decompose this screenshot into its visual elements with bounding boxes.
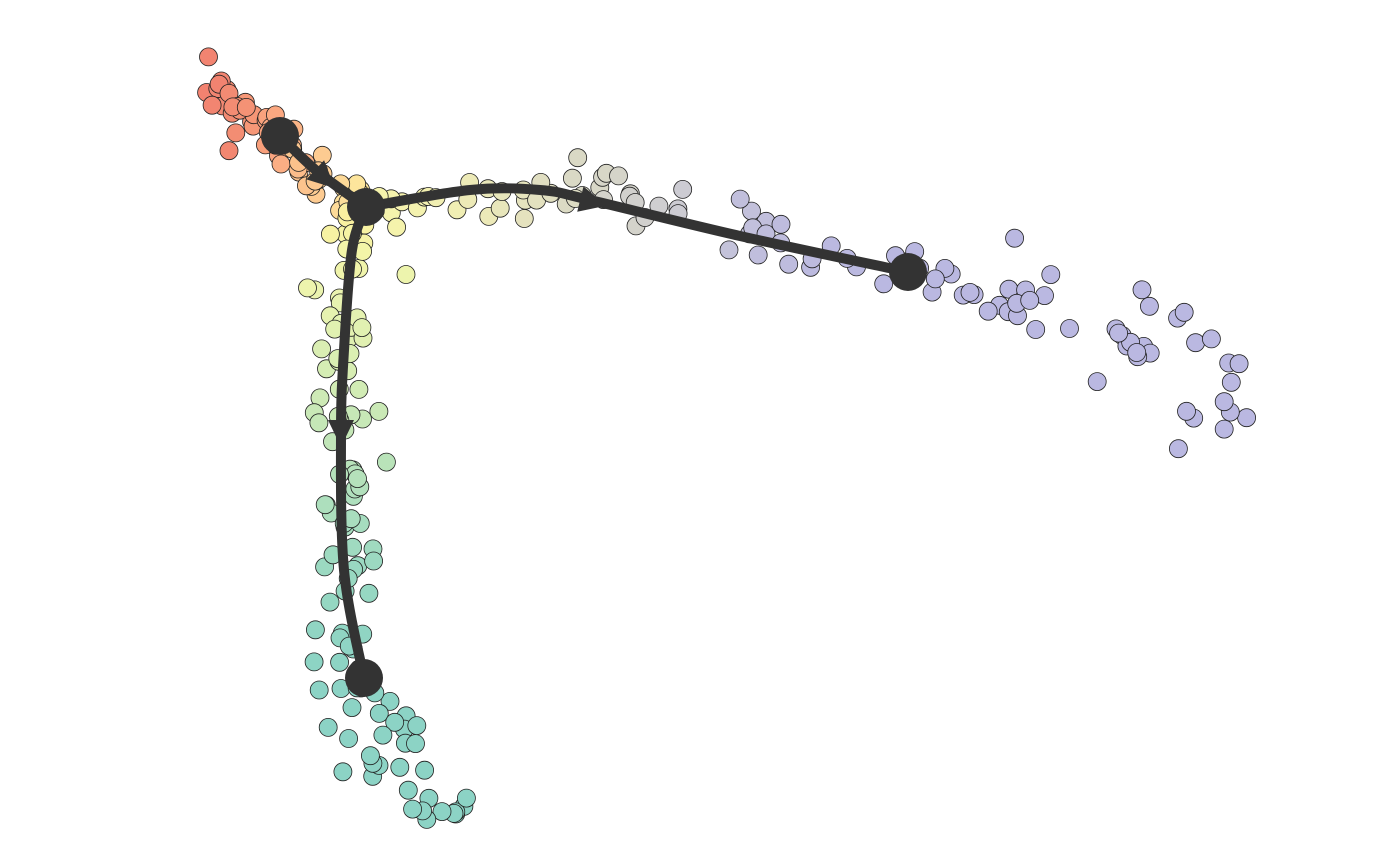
cell-point-b1-150	[1041, 265, 1061, 285]
cell-point-b1-164	[1202, 329, 1221, 349]
direction-arrow-0	[306, 160, 335, 189]
cell-point-b1-84	[563, 168, 582, 188]
cell-point-b2-288	[403, 799, 423, 819]
trajectory-node-3	[345, 659, 383, 697]
cell-point-b0-1	[199, 47, 218, 67]
cell-point-b1-113	[748, 245, 768, 265]
cell-point-b0-19	[226, 123, 246, 143]
cell-point-b1-167	[1237, 408, 1256, 428]
cell-point-b2-240	[364, 551, 384, 571]
cell-point-b1-139	[1026, 320, 1046, 339]
cell-point-b2-259	[309, 680, 329, 700]
cell-point-b2-286	[456, 788, 476, 808]
cell-point-b2-269	[385, 712, 405, 732]
cell-point-b2-250	[330, 652, 350, 672]
cell-point-b2-238	[320, 592, 340, 612]
cell-point-b2-277	[333, 762, 353, 782]
cell-point-b1-108	[730, 189, 750, 209]
cell-point-b1-166	[1221, 372, 1241, 392]
cell-point-b2-185	[298, 278, 317, 298]
cell-point-b1-162	[1174, 302, 1194, 322]
cell-point-b2-230	[315, 495, 335, 515]
cell-point-b2-218	[376, 452, 396, 472]
cell-point-b2-267	[406, 734, 425, 753]
cell-point-b1-96	[673, 179, 693, 199]
cell-point-b0-9	[219, 141, 239, 161]
cell-point-b1-112	[779, 254, 799, 274]
cell-point-b1-143	[1020, 290, 1040, 310]
cell-point-b1-76	[490, 198, 510, 218]
cell-point-b1-169	[1214, 419, 1234, 439]
cell-point-b2-211	[369, 401, 389, 421]
cell-point-b2-268	[407, 716, 427, 735]
trajectory-segment-2	[335, 202, 371, 683]
cell-point-b2-264	[318, 718, 338, 737]
cell-point-b1-75	[514, 209, 534, 228]
trajectory-node-1	[347, 188, 385, 226]
cell-point-b1-161	[1186, 333, 1205, 353]
cell-point-b1-157	[1127, 343, 1147, 362]
cell-point-b2-180	[320, 224, 340, 244]
trajectory-overlay	[261, 117, 927, 697]
cell-point-b1-110	[771, 214, 791, 234]
cell-point-b1-138	[1005, 228, 1024, 248]
cell-point-b2-284	[432, 802, 452, 821]
cell-point-b2-279	[360, 746, 380, 766]
cell-point-b1-94	[609, 166, 628, 186]
cell-point-b0-18	[236, 98, 256, 117]
cell-point-b1-163	[1177, 401, 1196, 421]
cell-point-b1-120	[874, 274, 894, 294]
cell-point-b2-182	[396, 265, 416, 284]
cell-point-b2-236	[359, 583, 379, 603]
cell-point-b0-7	[202, 95, 222, 115]
cell-point-b2-270	[373, 725, 393, 745]
cell-point-b2-198	[352, 318, 372, 338]
cell-point-b1-63	[387, 217, 407, 237]
trajectory-node-0	[261, 117, 299, 155]
cell-point-b2-261	[342, 698, 362, 717]
cell-point-b2-263	[369, 704, 389, 723]
cell-point-b1-160	[1169, 439, 1188, 459]
cell-point-b1-171	[1214, 392, 1234, 412]
cell-point-b1-87	[568, 148, 588, 168]
cell-point-b2-271	[390, 757, 410, 777]
direction-arrow-2	[328, 420, 354, 447]
cell-point-b2-273	[398, 780, 418, 800]
cell-point-b1-128	[925, 269, 945, 289]
direction-arrow-1	[577, 186, 607, 212]
cell-point-b0-47	[312, 145, 332, 165]
cell-point-b2-247	[304, 652, 324, 672]
cell-point-b2-266	[339, 729, 359, 748]
cell-point-b2-207	[349, 379, 369, 399]
cell-points	[197, 47, 1256, 829]
cell-point-b1-134	[978, 301, 998, 321]
cell-point-b1-168	[1229, 354, 1249, 374]
cell-point-b1-148	[1087, 372, 1107, 392]
cell-point-b2-224	[348, 469, 367, 489]
cell-point-b1-136	[960, 282, 980, 302]
cell-point-b2-251	[305, 620, 325, 640]
cell-point-b2-203	[312, 339, 332, 359]
trajectory-node-2	[889, 253, 927, 291]
cell-point-b1-107	[719, 240, 739, 260]
cell-point-b2-256	[380, 692, 400, 711]
cell-point-b2-214	[309, 413, 329, 433]
cell-point-b2-278	[415, 760, 435, 780]
cell-point-b1-149	[1060, 319, 1079, 338]
cell-point-b1-144	[1132, 280, 1152, 300]
cell-point-b1-153	[1140, 296, 1159, 316]
cell-point-b1-154	[1109, 323, 1128, 343]
cell-point-b0-39	[271, 154, 291, 174]
